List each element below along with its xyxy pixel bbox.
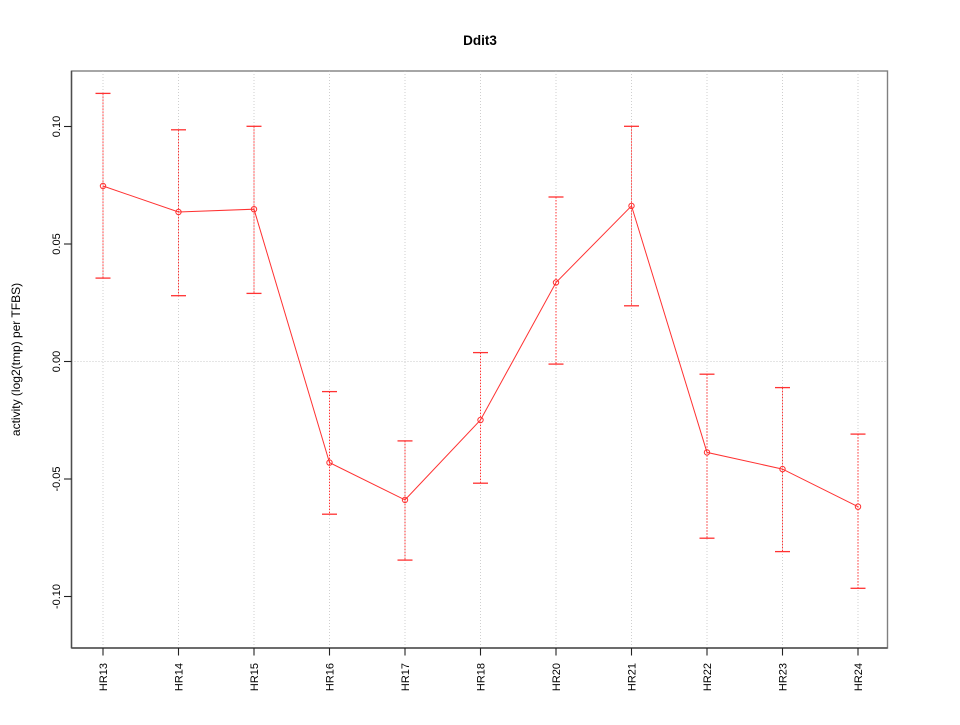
- svg-text:HR24: HR24: [853, 663, 865, 691]
- svg-text:-0.10: -0.10: [51, 584, 63, 609]
- svg-text:0.00: 0.00: [51, 351, 63, 372]
- svg-text:HR14: HR14: [174, 663, 186, 691]
- svg-text:-0.05: -0.05: [51, 466, 63, 491]
- svg-text:HR23: HR23: [778, 663, 790, 691]
- svg-text:HR15: HR15: [249, 663, 261, 691]
- svg-text:0.10: 0.10: [51, 116, 63, 137]
- svg-text:HR16: HR16: [325, 663, 337, 691]
- svg-text:HR13: HR13: [98, 663, 110, 691]
- svg-text:HR20: HR20: [551, 663, 563, 691]
- svg-text:0.05: 0.05: [51, 233, 63, 254]
- svg-text:activity (log2(tmp) per TFBS): activity (log2(tmp) per TFBS): [9, 283, 23, 436]
- svg-text:HR18: HR18: [476, 663, 488, 691]
- svg-text:HR21: HR21: [627, 663, 639, 691]
- svg-text:Ddit3: Ddit3: [463, 33, 497, 48]
- svg-text:HR17: HR17: [400, 663, 412, 691]
- svg-text:HR22: HR22: [702, 663, 714, 691]
